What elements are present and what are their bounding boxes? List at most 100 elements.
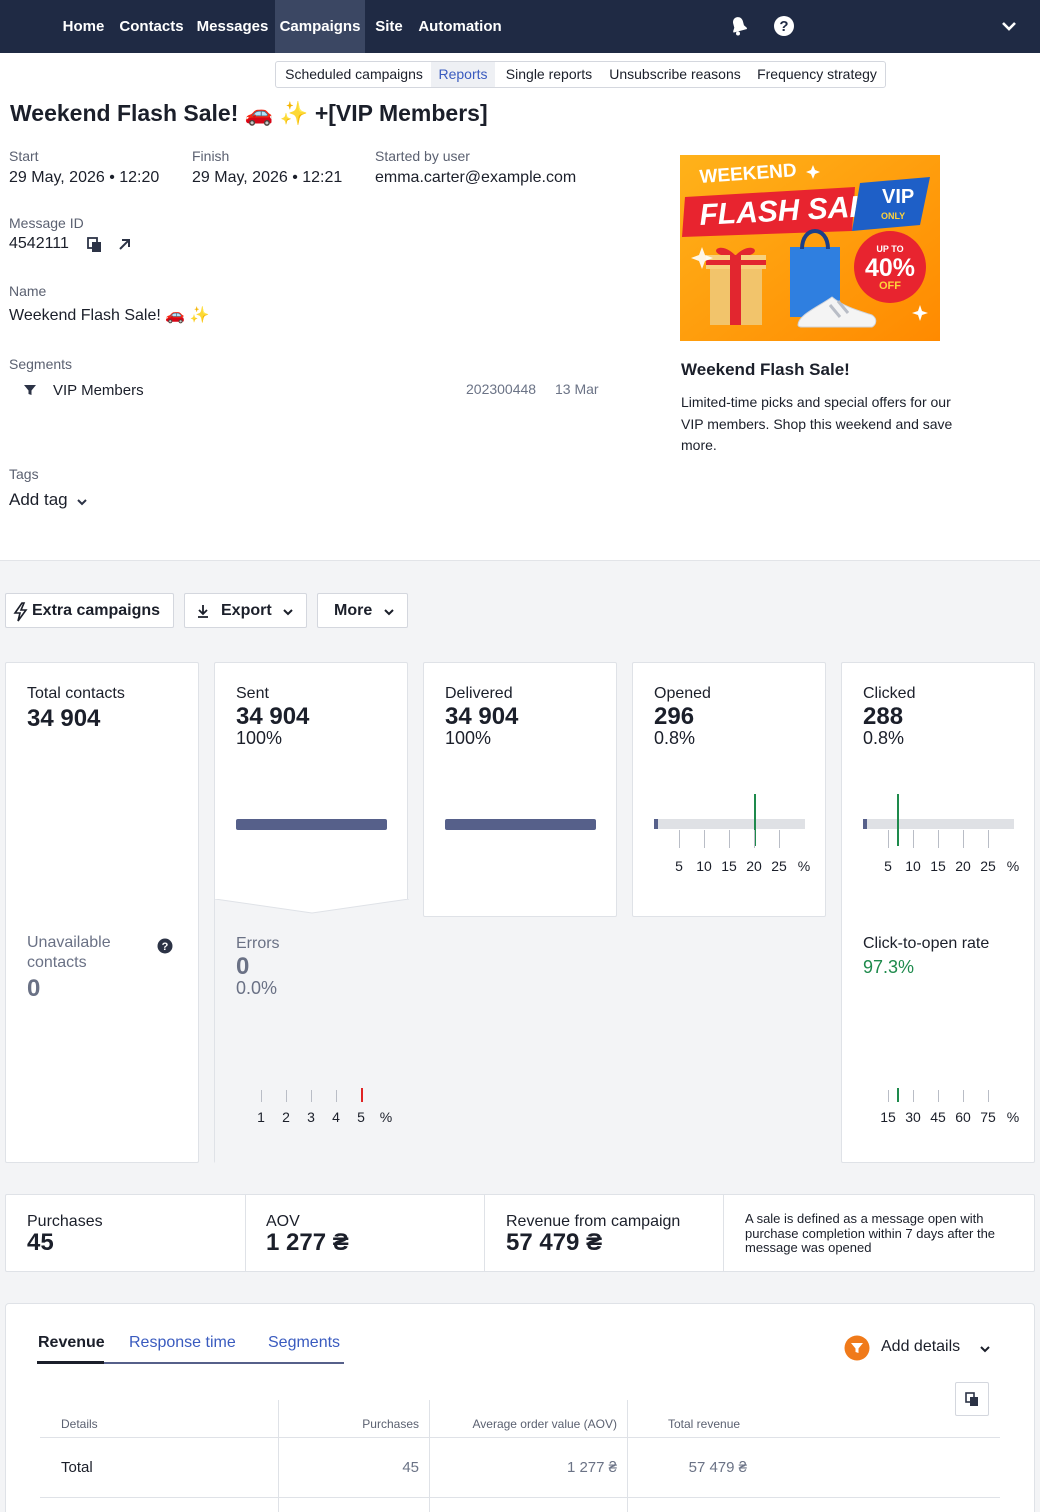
total-contacts-value: 34 904 xyxy=(27,705,101,732)
nav-campaigns[interactable]: Campaigns xyxy=(275,0,365,53)
subnav-unsubscribe[interactable]: Unsubscribe reasons xyxy=(609,66,741,82)
clicked-pct: 0.8% xyxy=(863,728,905,748)
page-title: Weekend Flash Sale! 🚗 ✨ +[VIP Members] xyxy=(10,100,488,126)
nav-home[interactable]: Home xyxy=(62,18,105,35)
opened-track xyxy=(654,819,805,829)
svg-text:?: ? xyxy=(779,18,788,35)
external-link-icon[interactable] xyxy=(116,236,133,253)
aov-label: AOV xyxy=(266,1213,300,1230)
campaign-banner-image: WEEKEND FLASH SALE! VIP ONLY UP TO 40% O… xyxy=(680,155,940,341)
scale-label: % xyxy=(1006,1109,1020,1125)
scale-label: 30 xyxy=(905,1109,921,1125)
scale-tick xyxy=(888,830,889,848)
tabs-underline xyxy=(37,1362,344,1364)
help-icon[interactable]: ? xyxy=(157,938,173,954)
chevron-down-icon xyxy=(283,609,293,616)
user-label: Started by user xyxy=(375,148,470,164)
add-tag-dropdown[interactable]: Add tag xyxy=(9,490,87,512)
scale-label: 75 xyxy=(980,1109,996,1125)
more-button[interactable]: More xyxy=(317,593,408,628)
tab-response-time[interactable]: Response time xyxy=(129,1334,236,1351)
report-table-card: Revenue Response time Segments Add detai… xyxy=(5,1303,1035,1512)
scale-label: 3 xyxy=(307,1109,315,1125)
copy-icon xyxy=(965,1392,978,1406)
bell-icon[interactable] xyxy=(727,14,751,38)
banner-upto: UP TO xyxy=(876,244,903,254)
scale-label: 20 xyxy=(746,858,762,874)
scale-label: 5 xyxy=(675,858,683,874)
scale-tick xyxy=(679,830,680,848)
chevron-down-icon[interactable] xyxy=(997,14,1021,38)
preview-text: Limited-time picks and special offers fo… xyxy=(681,394,953,453)
total-contacts-label: Total contacts xyxy=(27,685,125,702)
scale-label: 15 xyxy=(880,1109,896,1125)
revenue-label: Revenue from campaign xyxy=(506,1213,681,1230)
extra-campaigns-button[interactable]: Extra campaigns xyxy=(5,593,174,628)
opened-label: Opened xyxy=(654,685,711,702)
scale-label: 25 xyxy=(980,858,996,874)
add-tag-label: Add tag xyxy=(9,490,68,509)
clicked-track xyxy=(863,819,1014,829)
top-nav: Home Contacts Messages Campaigns Site Au… xyxy=(0,0,1040,53)
clicked-fill xyxy=(863,819,867,829)
subnav-scheduled[interactable]: Scheduled campaigns xyxy=(285,66,423,82)
row-aov: 1 277 ₴ xyxy=(566,1459,617,1476)
delivered-progress-bar xyxy=(445,819,596,830)
errors-value: 0 xyxy=(236,953,250,980)
scale-tick xyxy=(729,830,730,848)
banner-vip: VIP xyxy=(882,186,914,208)
sent-progress-bar xyxy=(236,819,387,830)
scale-marker xyxy=(897,1088,899,1102)
scale-label: 5 xyxy=(357,1109,365,1125)
chevron-down-icon xyxy=(980,1346,990,1353)
nav-messages[interactable]: Messages xyxy=(196,18,269,35)
col-details: Details xyxy=(61,1417,98,1431)
help-icon[interactable]: ? xyxy=(772,14,796,38)
export-button[interactable]: Export xyxy=(184,593,307,628)
subnav-reports[interactable]: Reports xyxy=(431,62,495,87)
scale-tick xyxy=(938,1090,939,1102)
row-total-revenue: 57 479 ₴ xyxy=(688,1459,747,1476)
name-label: Name xyxy=(9,283,47,299)
tab-segments[interactable]: Segments xyxy=(268,1334,341,1351)
scale-tick xyxy=(779,830,780,848)
scale-tick xyxy=(963,1090,964,1102)
segment-date: 13 Mar xyxy=(555,381,599,397)
aov-value: 1 277 ₴ xyxy=(266,1229,349,1256)
segment-id: 202300448 xyxy=(466,381,537,397)
segment-name[interactable]: VIP Members xyxy=(53,382,144,399)
copy-icon[interactable] xyxy=(86,236,104,254)
delivered-card: Delivered 34 904 100% xyxy=(423,662,617,917)
errors-label: Errors xyxy=(236,935,280,952)
banner-off: OFF xyxy=(879,280,901,292)
tags-label: Tags xyxy=(9,466,39,482)
sent-value: 34 904 xyxy=(236,703,310,730)
copy-table-button[interactable] xyxy=(955,1382,989,1416)
svg-text:?: ? xyxy=(162,941,169,953)
col-purchases: Purchases xyxy=(362,1417,419,1431)
delivered-pct: 100% xyxy=(445,728,492,748)
nav-automation[interactable]: Automation xyxy=(418,18,502,35)
total-contacts-card: Total contacts 34 904 Unavailable contac… xyxy=(5,662,199,1163)
download-icon xyxy=(198,605,208,618)
lightning-icon xyxy=(13,602,28,622)
subnav-frequency[interactable]: Frequency strategy xyxy=(757,66,877,82)
clicked-benchmark-marker xyxy=(897,794,899,846)
cto-label: Click-to-open rate xyxy=(863,935,990,952)
clicked-value: 288 xyxy=(863,703,904,730)
scale-label: 1 xyxy=(257,1109,265,1125)
scale-tick xyxy=(913,830,914,848)
nav-contacts[interactable]: Contacts xyxy=(119,18,184,35)
start-label: Start xyxy=(9,148,39,164)
opened-value: 296 xyxy=(654,703,695,730)
sales-note: A sale is defined as a message open with… xyxy=(745,1211,996,1255)
scale-label: 4 xyxy=(332,1109,340,1125)
subnav-single-reports[interactable]: Single reports xyxy=(505,66,593,82)
row-details: Total xyxy=(61,1459,93,1476)
scale-label: 60 xyxy=(955,1109,971,1125)
scale-tick xyxy=(754,830,755,848)
tab-revenue[interactable]: Revenue xyxy=(38,1334,105,1351)
opened-card: Opened 296 0.8% 5 10 15 20 25% xyxy=(632,662,826,917)
opened-benchmark-marker xyxy=(754,794,756,846)
nav-site[interactable]: Site xyxy=(375,18,403,35)
